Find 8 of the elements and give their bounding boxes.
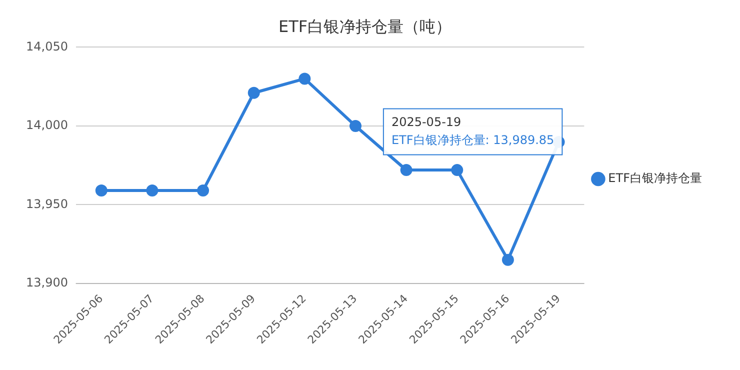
annotation: 2025-05-19 [391, 114, 462, 129]
y-tick-label: 13,900 [26, 276, 68, 290]
annotation: ETF白银净持仓量: 13,989.85 [391, 132, 554, 147]
y-tick-label: 14,050 [26, 39, 68, 54]
y-tick-label: 14,000 [26, 118, 68, 132]
legend-label: ETF白银净持仓量 [608, 171, 702, 186]
y-tick-label: 13,950 [26, 196, 68, 211]
chart-title: ETF白银净持仓量（吨） [278, 16, 452, 36]
